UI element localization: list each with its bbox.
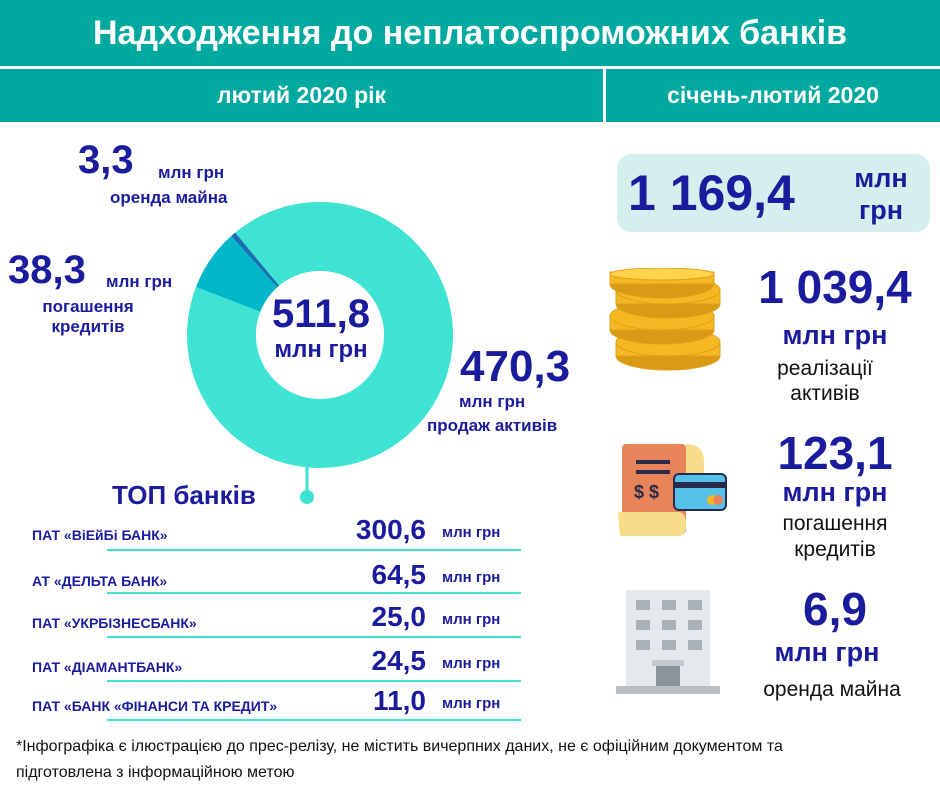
rent-value: 6,9: [803, 583, 867, 635]
donut-center-unit: млн грн: [274, 336, 368, 363]
period-divider: [603, 69, 606, 122]
donut-slice-sales: [187, 202, 453, 469]
top-banks-list: ПАТ «ВіЕйБі БАНК» 300,6 млн грн АТ «ДЕЛЬ…: [0, 512, 540, 726]
slice-sales-value: 470,3: [460, 342, 571, 391]
bank-unit: млн грн: [442, 695, 501, 712]
bank-row-underline: [107, 680, 521, 682]
bank-unit: млн грн: [442, 655, 501, 672]
bill-card-icon: $ $: [618, 444, 727, 536]
slice-rent-value: 3,3: [78, 138, 134, 182]
svg-text:$ $: $ $: [634, 482, 659, 502]
top-banks-title: ТОП банків: [112, 480, 256, 510]
period-left: лютий 2020 рік: [216, 82, 387, 108]
donut-slices: [187, 202, 453, 469]
bank-unit: млн грн: [442, 524, 501, 541]
bank-name: АТ «ДЕЛЬТА БАНК»: [32, 573, 168, 589]
footnote-line2: підготовлена з інформаційною метою: [16, 764, 295, 781]
slice-sales-label: продаж активів: [427, 416, 558, 435]
donut-slice-rent: [231, 232, 280, 288]
header-bar: [0, 0, 940, 66]
footnote-line1: *Інфографіка є ілюстрацією до прес-реліз…: [16, 738, 783, 755]
bank-row-underline: [107, 719, 521, 721]
loans-desc2: кредитів: [794, 538, 876, 561]
sales-assets-value: 1 039,4: [758, 261, 912, 313]
bank-unit: млн грн: [442, 611, 501, 628]
donut-slice-loans: [195, 236, 278, 312]
loans-desc1: погашення: [782, 512, 888, 535]
bank-unit: млн грн: [442, 569, 501, 586]
rent-desc: оренда майна: [763, 678, 901, 701]
bank-value: 64,5: [371, 559, 427, 590]
bank-row-underline: [107, 592, 521, 594]
sales-assets-desc2: активів: [790, 382, 860, 405]
total-unit-line1: млн: [854, 163, 908, 193]
period-right: січень-лютий 2020: [667, 82, 879, 108]
coins-icon: [609, 268, 721, 371]
slice-loans-label: погашення кредитів: [42, 297, 134, 336]
bank-value: 300,6: [355, 514, 426, 545]
bank-value: 25,0: [371, 601, 427, 632]
sales-assets-desc1: реалізації: [777, 357, 873, 380]
bank-value: 24,5: [371, 645, 427, 676]
loans-value: 123,1: [777, 427, 893, 479]
loans-unit: млн грн: [782, 477, 888, 507]
period-bar: [0, 69, 940, 122]
slice-rent-label: оренда майна: [110, 188, 228, 207]
footnote: *Інфографіка є ілюстрацією до прес-реліз…: [16, 734, 926, 786]
rent-unit: млн грн: [774, 637, 880, 667]
donut-chart: [187, 202, 453, 504]
donut-hole: [256, 271, 384, 399]
bank-value: 11,0: [373, 685, 426, 716]
bank-name: ПАТ «ДІАМАНТБАНК»: [32, 659, 183, 675]
slice-loans-value: 38,3: [8, 248, 86, 292]
sales-assets-unit: млн грн: [782, 320, 888, 350]
bank-row-underline: [107, 636, 521, 638]
total-box: [617, 154, 930, 232]
donut-center-value: 511,8: [272, 292, 370, 336]
slice-rent-unit: млн грн: [158, 163, 225, 182]
total-unit-line2: грн: [858, 195, 904, 225]
connector-dot: [300, 490, 314, 504]
bank-row-underline: [107, 549, 521, 551]
page-title: Надходження до неплатоспроможних банків: [92, 14, 847, 52]
bank-name: ПАТ «БАНК «ФІНАНСИ ТА КРЕДИТ»: [32, 698, 278, 714]
building-icon: [616, 590, 720, 694]
total-value: 1 169,4: [628, 165, 795, 221]
bank-name: ПАТ «УКРБІЗНЕСБАНК»: [32, 615, 197, 631]
slice-sales-unit: млн грн: [459, 392, 526, 411]
bank-name: ПАТ «ВіЕйБі БАНК»: [32, 527, 168, 543]
slice-loans-unit: млн грн: [106, 272, 173, 291]
